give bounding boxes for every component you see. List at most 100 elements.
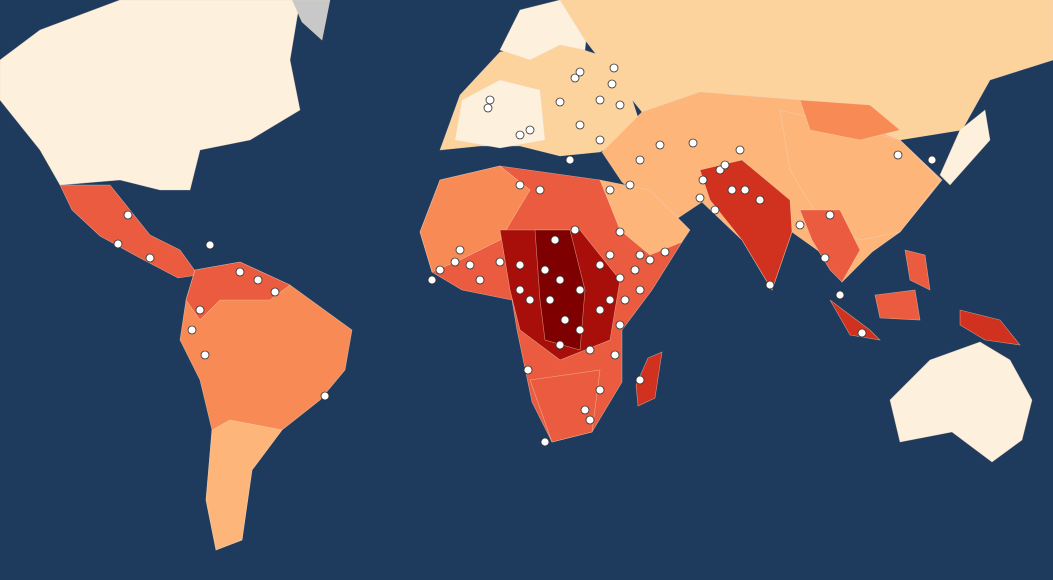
location-marker[interactable]: [660, 247, 670, 257]
location-marker[interactable]: [485, 95, 495, 105]
location-marker[interactable]: [735, 145, 745, 155]
location-marker[interactable]: [575, 67, 585, 77]
location-marker[interactable]: [113, 239, 123, 249]
location-marker[interactable]: [585, 345, 595, 355]
location-marker[interactable]: [595, 95, 605, 105]
location-marker[interactable]: [253, 275, 263, 285]
location-marker[interactable]: [625, 180, 635, 190]
location-marker[interactable]: [635, 250, 645, 260]
location-marker[interactable]: [200, 350, 210, 360]
location-marker[interactable]: [595, 135, 605, 145]
country-north-america[interactable]: [0, 0, 301, 191]
location-marker[interactable]: [195, 305, 205, 315]
location-marker[interactable]: [575, 285, 585, 295]
location-marker[interactable]: [555, 340, 565, 350]
location-marker[interactable]: [575, 325, 585, 335]
location-marker[interactable]: [820, 253, 830, 263]
location-marker[interactable]: [560, 315, 570, 325]
location-marker[interactable]: [475, 275, 485, 285]
location-marker[interactable]: [605, 295, 615, 305]
location-marker[interactable]: [635, 375, 645, 385]
country-africa-congo[interactable]: [534, 229, 586, 351]
location-marker[interactable]: [535, 185, 545, 195]
location-marker[interactable]: [235, 267, 245, 277]
location-marker[interactable]: [435, 265, 445, 275]
location-marker[interactable]: [525, 125, 535, 135]
location-marker[interactable]: [585, 415, 595, 425]
location-marker[interactable]: [605, 250, 615, 260]
location-marker[interactable]: [550, 235, 560, 245]
country-south-america-south[interactable]: [205, 419, 283, 551]
location-marker[interactable]: [570, 73, 580, 83]
location-marker[interactable]: [698, 175, 708, 185]
location-marker[interactable]: [740, 185, 750, 195]
location-marker[interactable]: [540, 265, 550, 275]
location-marker[interactable]: [123, 210, 133, 220]
location-marker[interactable]: [515, 260, 525, 270]
location-marker[interactable]: [765, 280, 775, 290]
location-marker[interactable]: [565, 155, 575, 165]
location-marker[interactable]: [610, 350, 620, 360]
location-marker[interactable]: [615, 100, 625, 110]
location-marker[interactable]: [483, 103, 493, 113]
location-marker[interactable]: [688, 138, 698, 148]
country-indonesia-2[interactable]: [874, 289, 921, 321]
location-marker[interactable]: [655, 140, 665, 150]
country-philippines[interactable]: [904, 249, 931, 291]
location-marker[interactable]: [515, 285, 525, 295]
location-marker[interactable]: [595, 260, 605, 270]
location-marker[interactable]: [525, 295, 535, 305]
location-marker[interactable]: [595, 385, 605, 395]
location-marker[interactable]: [187, 325, 197, 335]
location-marker[interactable]: [455, 245, 465, 255]
location-marker[interactable]: [515, 130, 525, 140]
location-marker[interactable]: [270, 287, 280, 297]
location-marker[interactable]: [575, 120, 585, 130]
country-south-america-north[interactable]: [185, 261, 291, 321]
country-greenland[interactable]: [291, 0, 331, 41]
location-marker[interactable]: [427, 275, 437, 285]
country-western-europe[interactable]: [454, 79, 546, 149]
location-marker[interactable]: [893, 150, 903, 160]
location-marker[interactable]: [465, 260, 475, 270]
location-marker[interactable]: [555, 275, 565, 285]
location-marker[interactable]: [595, 305, 605, 315]
location-marker[interactable]: [555, 97, 565, 107]
location-marker[interactable]: [635, 155, 645, 165]
location-marker[interactable]: [727, 185, 737, 195]
location-marker[interactable]: [545, 295, 555, 305]
country-china[interactable]: [779, 109, 941, 241]
location-marker[interactable]: [720, 160, 730, 170]
country-mongolia[interactable]: [799, 99, 901, 141]
country-japan[interactable]: [939, 109, 991, 186]
location-marker[interactable]: [495, 257, 505, 267]
country-africa-south[interactable]: [529, 369, 601, 443]
location-marker[interactable]: [615, 320, 625, 330]
location-marker[interactable]: [205, 240, 215, 250]
location-marker[interactable]: [795, 220, 805, 230]
location-marker[interactable]: [630, 265, 640, 275]
location-marker[interactable]: [450, 257, 460, 267]
location-marker[interactable]: [320, 391, 330, 401]
country-new-guinea[interactable]: [959, 309, 1021, 346]
location-marker[interactable]: [605, 185, 615, 195]
country-indonesia-1[interactable]: [829, 299, 881, 341]
location-marker[interactable]: [620, 295, 630, 305]
location-marker[interactable]: [615, 227, 625, 237]
country-australia[interactable]: [889, 341, 1033, 463]
location-marker[interactable]: [580, 405, 590, 415]
location-marker[interactable]: [609, 63, 619, 73]
location-marker[interactable]: [857, 328, 867, 338]
location-marker[interactable]: [607, 79, 617, 89]
country-south-east-asia[interactable]: [799, 209, 861, 283]
location-marker[interactable]: [523, 365, 533, 375]
location-marker[interactable]: [645, 255, 655, 265]
location-marker[interactable]: [695, 193, 705, 203]
location-marker[interactable]: [825, 210, 835, 220]
location-marker[interactable]: [927, 155, 937, 165]
location-marker[interactable]: [570, 225, 580, 235]
location-marker[interactable]: [635, 285, 645, 295]
location-marker[interactable]: [755, 195, 765, 205]
location-marker[interactable]: [615, 273, 625, 283]
